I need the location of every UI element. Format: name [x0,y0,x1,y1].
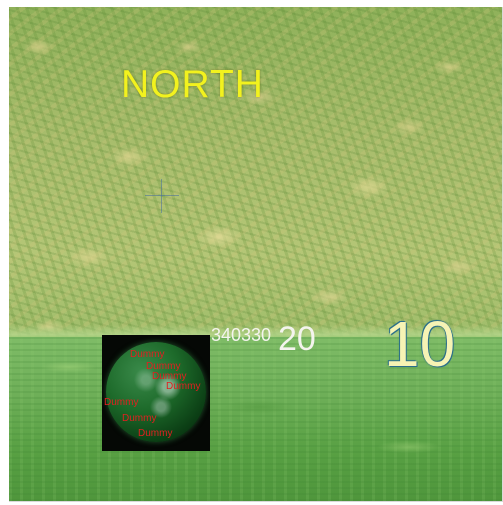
ground-plane [9,337,502,501]
minimap-entity-label: Dummy [122,413,157,424]
minimap: Dummy Dummy Dummy Dummy Dummy Dummy Dumm… [102,335,210,451]
radar-globe-icon [106,342,206,442]
minimap-entity-label: Dummy [166,381,201,392]
minimap-entity-label: Dummy [152,371,187,382]
north-marker: NORTH [121,63,264,106]
heading-tick-mid: 20 [278,320,316,358]
minimap-entity-label: Dummy [146,361,181,372]
grass-wall [9,7,502,337]
minimap-entity-label: Dummy [104,397,139,408]
minimap-entity-label: Dummy [138,428,173,439]
crosshair-icon [145,179,179,213]
heading-current: 10 [384,308,456,380]
heading-tick-small: 340330 [211,325,272,345]
minimap-entity-label: Dummy [130,349,165,360]
game-viewport[interactable]: NORTH Dummy Dummy Dummy Dummy Dummy Dumm… [9,7,503,502]
